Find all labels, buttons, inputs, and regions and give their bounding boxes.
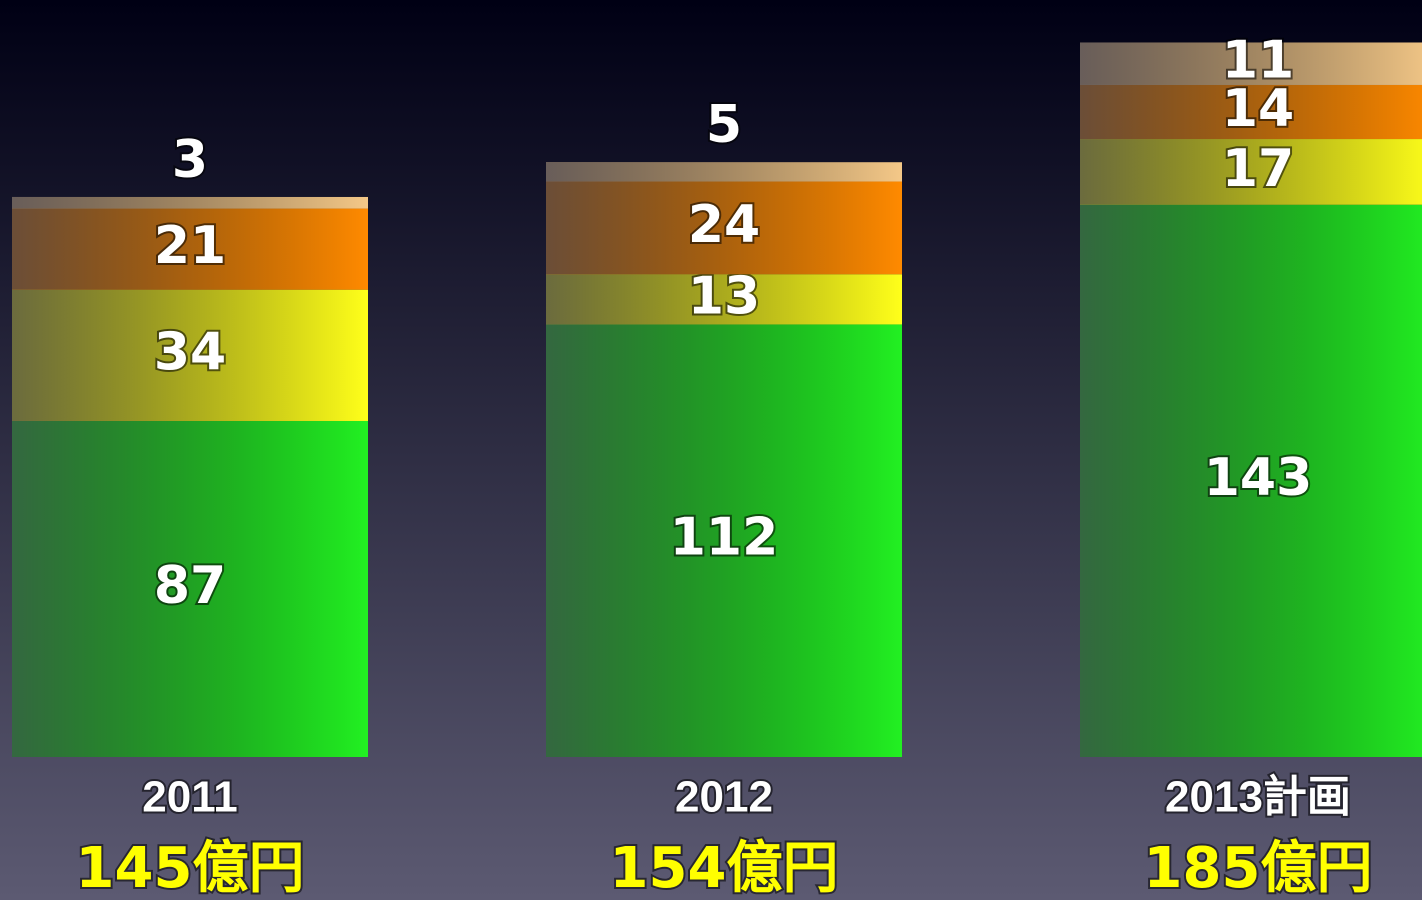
value-label: 14 <box>1222 79 1294 139</box>
bar-shade <box>1080 84 1422 140</box>
value-label: 112 <box>670 508 779 568</box>
total-label: 185億円 <box>1144 836 1373 900</box>
value-label: 24 <box>688 195 760 255</box>
x-tick-label: 2013計画 <box>1165 773 1351 822</box>
bar-shade <box>546 162 902 182</box>
value-label: 3 <box>172 130 208 190</box>
value-label: 17 <box>1222 139 1294 199</box>
bar-shade <box>1080 139 1422 205</box>
bar-shade <box>1080 204 1422 757</box>
bar-shade <box>12 289 368 421</box>
x-tick-label: 2011 <box>142 773 237 822</box>
bar-shade <box>1080 42 1422 85</box>
bar-shade <box>12 420 368 757</box>
bar-shade <box>546 181 902 275</box>
bar-shade <box>546 324 902 757</box>
value-label: 143 <box>1204 448 1313 508</box>
value-label: 5 <box>706 95 742 155</box>
bar-shade <box>546 274 902 325</box>
total-label: 154億円 <box>610 836 839 900</box>
total-label: 145億円 <box>76 836 305 900</box>
value-label: 11 <box>1222 31 1294 91</box>
x-tick-label: 2012 <box>675 773 773 822</box>
value-label: 87 <box>154 556 226 616</box>
value-label: 21 <box>154 216 226 276</box>
bar-shade <box>12 196 368 209</box>
value-label: 13 <box>688 266 760 326</box>
value-label: 34 <box>154 322 226 382</box>
bar-shade <box>12 208 368 290</box>
